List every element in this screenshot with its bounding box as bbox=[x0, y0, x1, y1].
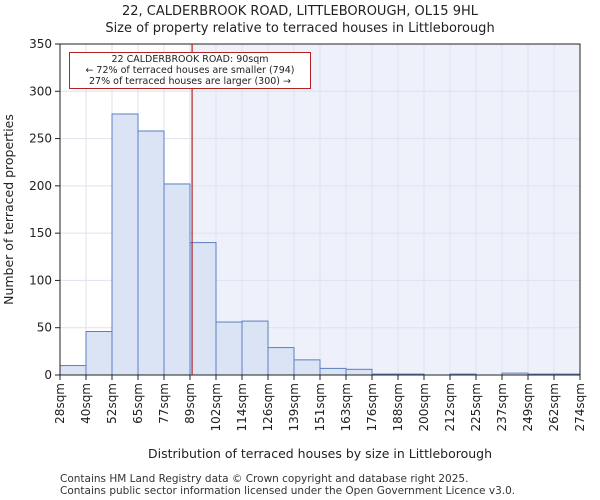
x-tick-label: 188sqm bbox=[391, 383, 405, 431]
x-tick-label: 52sqm bbox=[105, 383, 119, 424]
x-tick-label: 176sqm bbox=[365, 383, 379, 431]
x-tick-label: 212sqm bbox=[443, 383, 457, 431]
x-tick-label: 237sqm bbox=[495, 383, 509, 431]
x-tick-label: 126sqm bbox=[261, 383, 275, 431]
y-tick-label: 350 bbox=[29, 37, 52, 51]
x-tick-label: 139sqm bbox=[287, 383, 301, 431]
y-tick-label: 250 bbox=[29, 132, 52, 146]
x-tick-label: 225sqm bbox=[469, 383, 483, 431]
bar-89sqm bbox=[189, 242, 217, 376]
y-tick-label: 150 bbox=[29, 226, 52, 240]
y-tick-label: 0 bbox=[44, 368, 52, 382]
larger-region-shade bbox=[192, 44, 580, 375]
bar-114sqm bbox=[241, 320, 269, 376]
bar-52sqm bbox=[111, 113, 139, 376]
y-tick-label: 200 bbox=[29, 179, 52, 193]
y-axis-title: Number of terraced properties bbox=[1, 114, 16, 305]
x-tick-label: 28sqm bbox=[53, 383, 67, 424]
bar-151sqm bbox=[319, 367, 347, 376]
x-tick-label: 102sqm bbox=[209, 383, 223, 431]
x-tick-label: 163sqm bbox=[339, 383, 353, 431]
bar-126sqm bbox=[267, 347, 295, 376]
x-tick-label: 274sqm bbox=[573, 383, 587, 431]
bar-102sqm bbox=[215, 321, 243, 376]
x-tick-label: 262sqm bbox=[547, 383, 561, 431]
x-tick-label: 249sqm bbox=[521, 383, 535, 431]
x-tick-label: 114sqm bbox=[235, 383, 249, 431]
bar-77sqm bbox=[163, 183, 191, 376]
x-tick-label: 151sqm bbox=[313, 383, 327, 431]
chart-subtitle: Size of property relative to terraced ho… bbox=[105, 21, 495, 36]
chart-title: 22, CALDERBROOK ROAD, LITTLEBOROUGH, OL1… bbox=[122, 4, 478, 19]
bar-139sqm bbox=[293, 359, 321, 376]
annotation-box: 22 CALDERBROOK ROAD: 90sqm ← 72% of terr… bbox=[69, 52, 311, 89]
bar-65sqm bbox=[137, 130, 165, 376]
footer-line-2: Contains public sector information licen… bbox=[60, 485, 516, 497]
x-tick-label: 200sqm bbox=[417, 383, 431, 431]
annotation-line-3: 27% of terraced houses are larger (300) … bbox=[89, 76, 291, 87]
footer-line-1: Contains HM Land Registry data © Crown c… bbox=[60, 473, 469, 485]
x-tick-label: 65sqm bbox=[131, 383, 145, 424]
x-axis-title: Distribution of terraced houses by size … bbox=[148, 446, 492, 461]
bar-28sqm bbox=[59, 365, 87, 376]
bar-40sqm bbox=[85, 330, 113, 376]
annotation-line-2: ← 72% of terraced houses are smaller (79… bbox=[85, 65, 295, 76]
bar-163sqm bbox=[345, 368, 373, 376]
x-tick-label: 89sqm bbox=[183, 383, 197, 424]
y-tick-label: 300 bbox=[29, 84, 52, 98]
y-tick-label: 50 bbox=[37, 321, 52, 335]
y-tick-label: 100 bbox=[29, 273, 52, 287]
x-tick-label: 77sqm bbox=[157, 383, 171, 424]
x-tick-label: 40sqm bbox=[79, 383, 93, 424]
annotation-line-1: 22 CALDERBROOK ROAD: 90sqm bbox=[111, 54, 269, 65]
